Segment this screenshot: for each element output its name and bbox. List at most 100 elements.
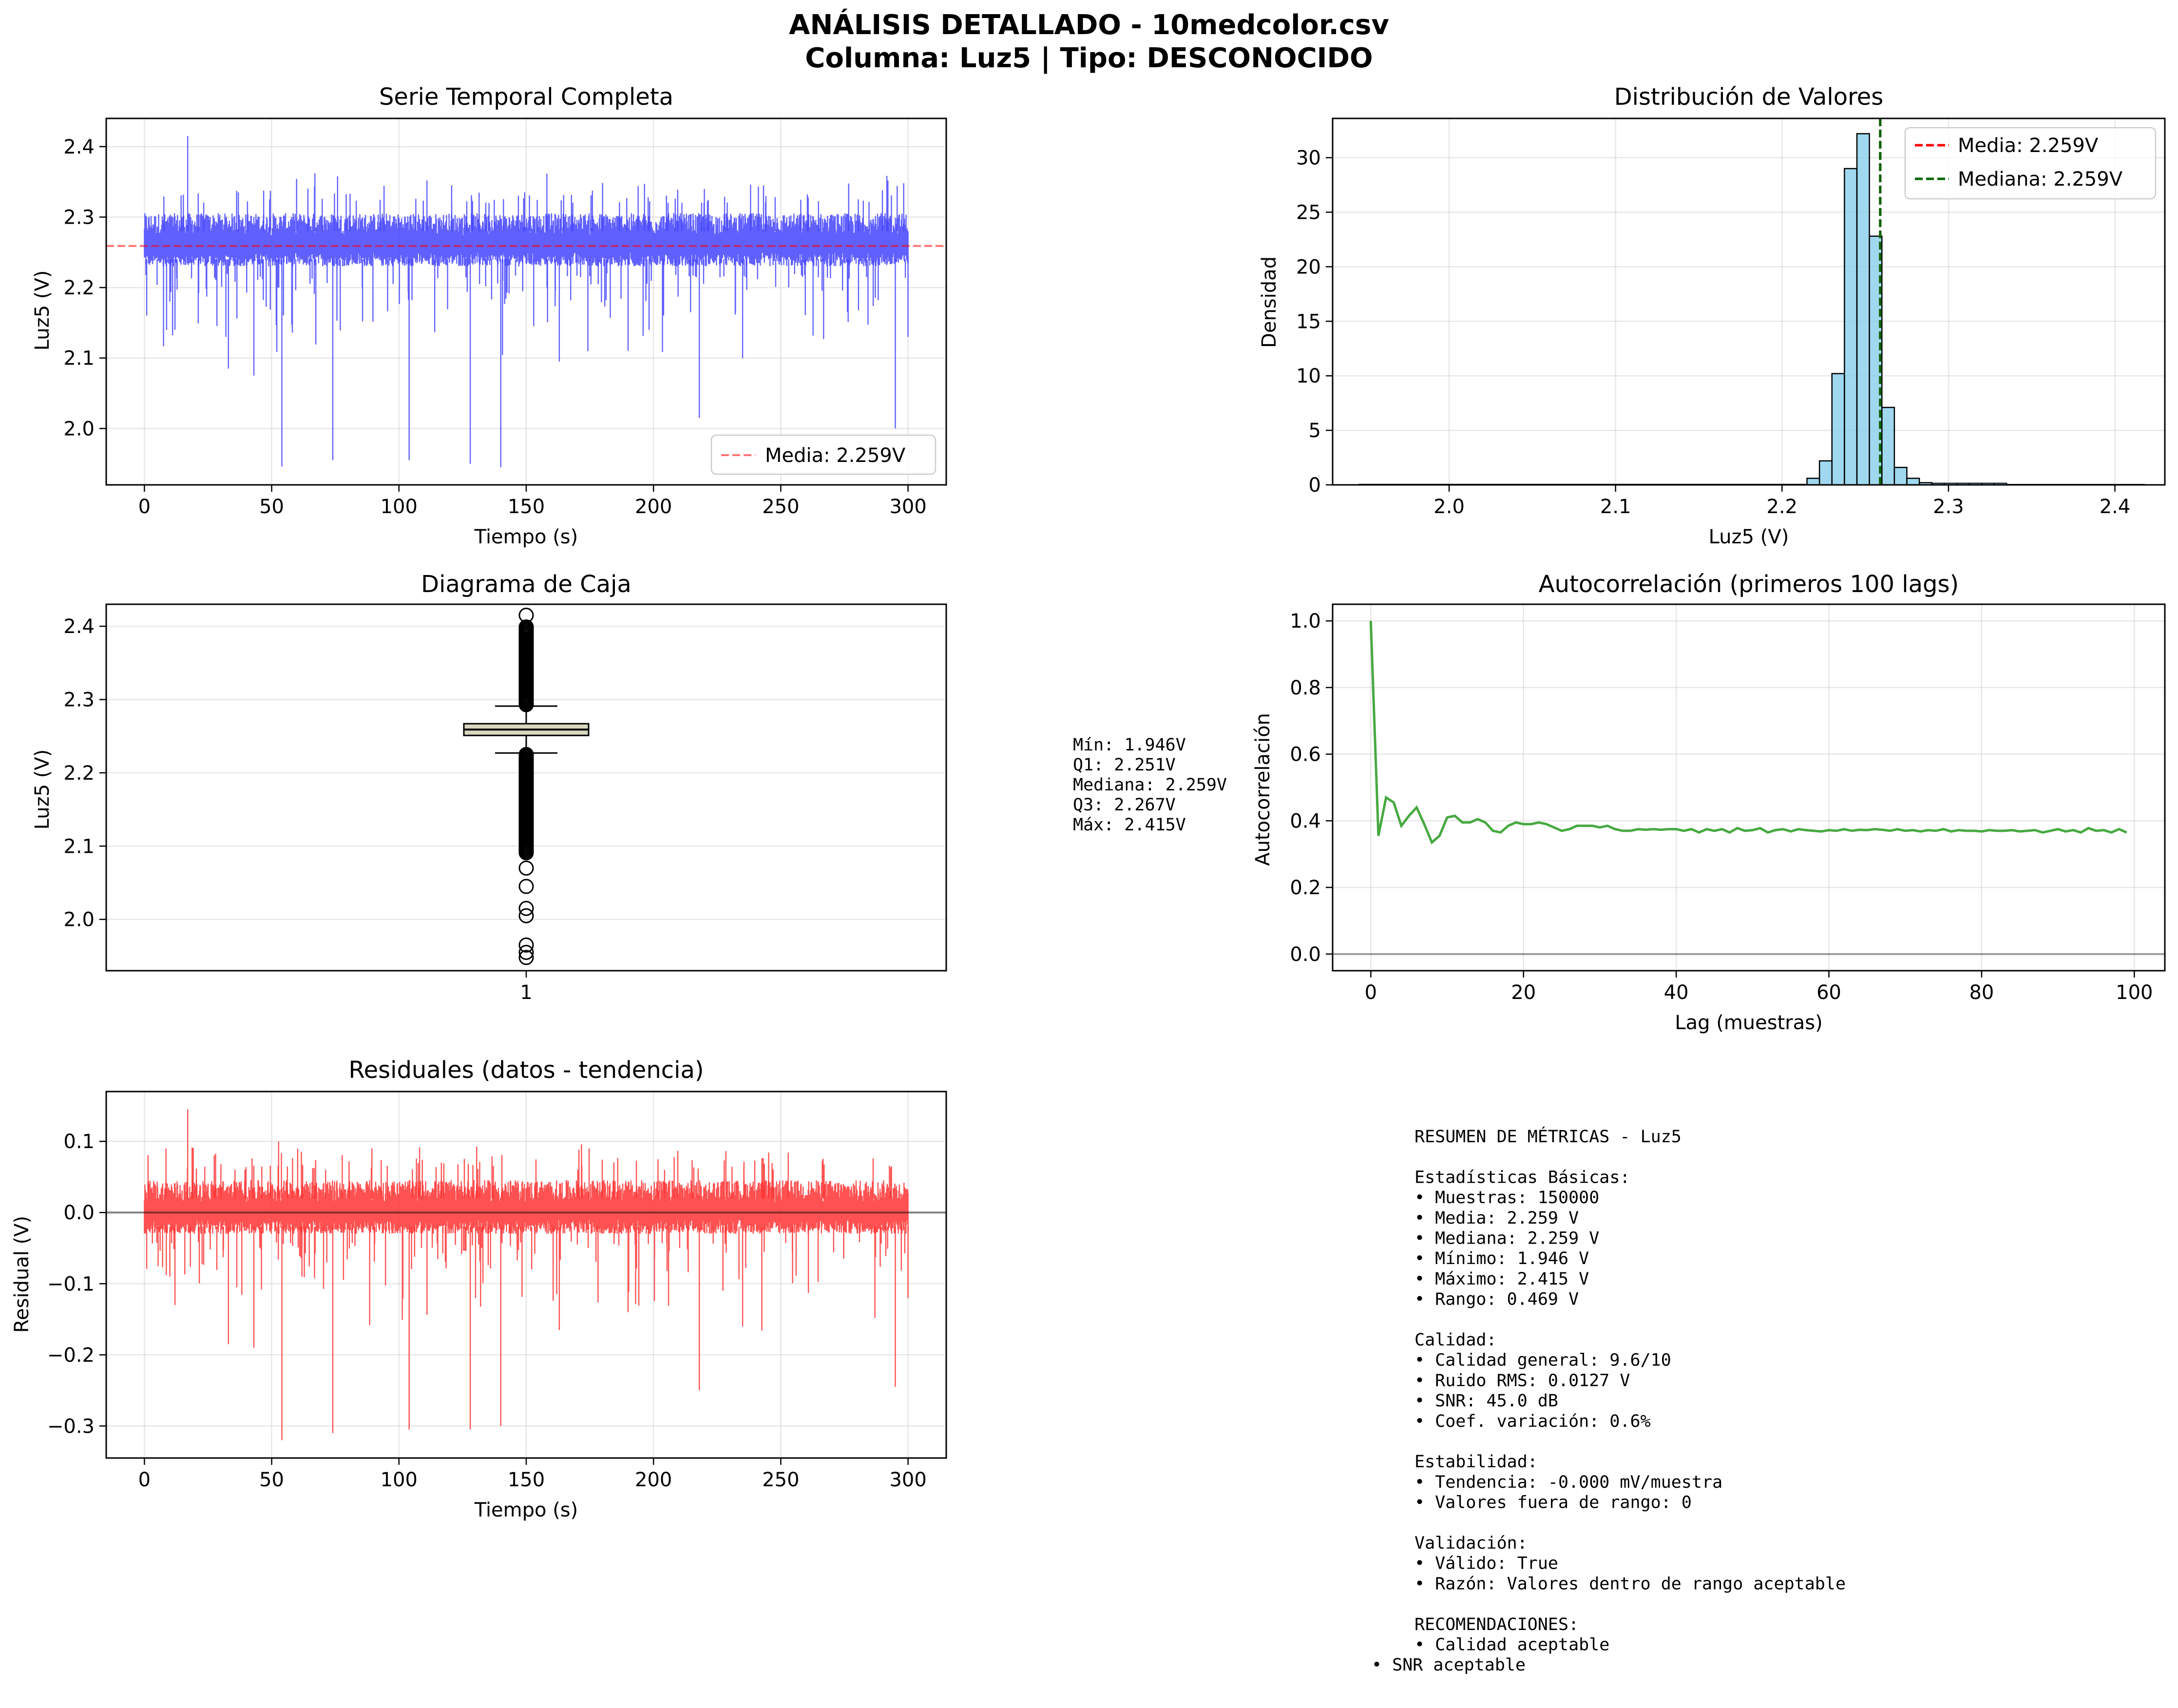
series-spikes [145, 136, 909, 467]
x-tick-label: 100 [2116, 981, 2153, 1004]
y-tick-label: 2.4 [63, 136, 95, 158]
y-tick-label: −0.3 [47, 1415, 95, 1438]
summary-line: • SNR: 45.0 dB [1414, 1391, 1558, 1411]
x-tick-label: 150 [508, 1469, 545, 1491]
metrics-summary: RESUMEN DE MÉTRICAS - Luz5 Estadísticas B… [1372, 1126, 1846, 1675]
outlier [518, 879, 534, 894]
y-tick-label: −0.2 [47, 1344, 95, 1366]
panel1-legend: Media: 2.259V [710, 434, 936, 475]
y-tick-label: 2.0 [63, 909, 95, 931]
summary-line: • Tendencia: -0.000 mV/muestra [1414, 1473, 1722, 1492]
x-tick-label: 60 [1816, 981, 1841, 1004]
x-tick-label: 200 [635, 1469, 672, 1491]
panel2-legend-median: Mediana: 2.259V [1958, 168, 2123, 191]
x-tick-label: 80 [1969, 981, 1994, 1004]
y-tick-label: 2.1 [63, 347, 95, 370]
panel4-ylabel: Autocorrelación [1252, 713, 1274, 866]
y-tick-label: 0.2 [1290, 877, 1321, 899]
x-tick-label: 2.0 [1433, 496, 1465, 518]
panel5-xlabel: Tiempo (s) [474, 1499, 578, 1521]
panel2-legend-mean: Media: 2.259V [1958, 134, 2099, 157]
y-tick-label: 30 [1296, 147, 1321, 170]
outlier [518, 944, 534, 960]
x-tick-label: 0 [138, 1469, 151, 1491]
panel2-ylabel: Densidad [1258, 256, 1280, 348]
summary-line: Estabilidad: [1414, 1452, 1538, 1472]
y-tick-label: 10 [1296, 365, 1321, 387]
summary-line: • Razón: Valores dentro de rango aceptab… [1414, 1574, 1846, 1593]
outlier [518, 908, 534, 923]
y-tick-label: 5 [1309, 420, 1321, 442]
x-tick-label: 2.4 [2100, 496, 2131, 518]
x-tick-label: 50 [259, 496, 284, 518]
panel-time-series: Serie Temporal Completa Tiempo (s) Luz5 … [31, 83, 947, 548]
x-tick-label: 150 [508, 496, 545, 518]
panel3-title: Diagrama de Caja [421, 571, 631, 598]
summary-line: • Válido: True [1414, 1554, 1558, 1574]
x-tick-label: 0 [1365, 981, 1377, 1004]
panel2-xlabel: Luz5 (V) [1709, 526, 1789, 548]
panel3-ylabel: Luz5 (V) [31, 749, 54, 830]
y-tick-label: 0 [1309, 474, 1321, 497]
x-tick-label: 100 [381, 496, 418, 518]
outlier [518, 860, 534, 876]
panel2-title: Distribución de Valores [1614, 83, 1884, 111]
panel1-legend-mean: Media: 2.259V [765, 444, 906, 467]
x-tick-label: 0 [138, 496, 151, 518]
acf-line [1369, 621, 2127, 844]
y-tick-label: 25 [1296, 201, 1321, 224]
y-tick-label: 0.1 [63, 1131, 95, 1153]
summary-line: • Máximo: 2.415 V [1414, 1269, 1589, 1289]
summary-line: • Mediana: 2.259 V [1414, 1229, 1599, 1248]
y-tick-label: 2.3 [63, 206, 95, 229]
x-tick-label: 2.1 [1600, 496, 1631, 518]
box-stat-line: Máx: 2.415V [1073, 815, 1186, 835]
x-tick-label: 2.2 [1767, 496, 1798, 518]
suptitle-line1: ANÁLISIS DETALLADO - 10medcolor.csv [789, 9, 1389, 41]
x-tick-label: 250 [762, 496, 799, 518]
panel5-ylabel: Residual (V) [11, 1216, 33, 1333]
y-tick-label: 1.0 [1290, 610, 1321, 633]
box-stat-line: Q1: 2.251V [1073, 755, 1176, 775]
summary-line: Estadísticas Básicas: [1414, 1168, 1630, 1187]
box-stat-line: Mediana: 2.259V [1073, 775, 1227, 795]
y-tick-label: 2.2 [63, 762, 95, 785]
summary-line: • Calidad aceptable [1414, 1635, 1609, 1655]
outlier [518, 901, 534, 916]
hist-bar [1831, 373, 1845, 486]
x-tick-label: 300 [889, 496, 926, 518]
x-tick-label: 40 [1664, 981, 1689, 1004]
outlier [518, 950, 534, 965]
y-tick-label: 0.4 [1290, 810, 1321, 832]
box-stat-line: Mín: 1.946V [1073, 735, 1186, 755]
hist-bar [1856, 133, 1870, 486]
panel4-title: Autocorrelación (primeros 100 lags) [1539, 571, 1959, 598]
summary-last-line: • SNR aceptable [1372, 1655, 1526, 1675]
y-tick-label: 0.0 [1290, 943, 1321, 966]
hist-bar [1881, 406, 1895, 486]
x-tick-label: 1 [520, 981, 532, 1004]
x-tick-label: 200 [635, 496, 672, 518]
outlier [518, 845, 534, 861]
y-tick-label: 2.2 [63, 277, 95, 299]
x-tick-label: 2.3 [1933, 496, 1964, 518]
summary-line: • Calidad general: 9.6/10 [1414, 1351, 1671, 1370]
panel5-title: Residuales (datos - tendencia) [348, 1056, 704, 1084]
outlier [518, 608, 534, 623]
y-tick-label: −0.1 [47, 1273, 95, 1295]
summary-line: • Valores fuera de rango: 0 [1414, 1493, 1692, 1513]
x-tick-label: 100 [381, 1469, 418, 1491]
hist-bar [1893, 466, 1908, 486]
summary-line: • Rango: 0.469 V [1414, 1290, 1579, 1309]
summary-line: Validación: [1414, 1534, 1528, 1553]
summary-line: • Ruido RMS: 0.0127 V [1414, 1371, 1630, 1390]
summary-line: • Mínimo: 1.946 V [1414, 1249, 1589, 1268]
hist-bar [1844, 168, 1858, 486]
y-tick-label: 2.4 [63, 615, 95, 638]
panel-boxplot: Diagrama de Caja Luz5 (V) 2.0 2.1 2.2 2.3 2.… [31, 571, 947, 1004]
hist-bar [1818, 460, 1833, 486]
panel4-xlabel: Lag (muestras) [1675, 1012, 1822, 1034]
summary-line: RESUMEN DE MÉTRICAS - Luz5 [1414, 1126, 1681, 1147]
